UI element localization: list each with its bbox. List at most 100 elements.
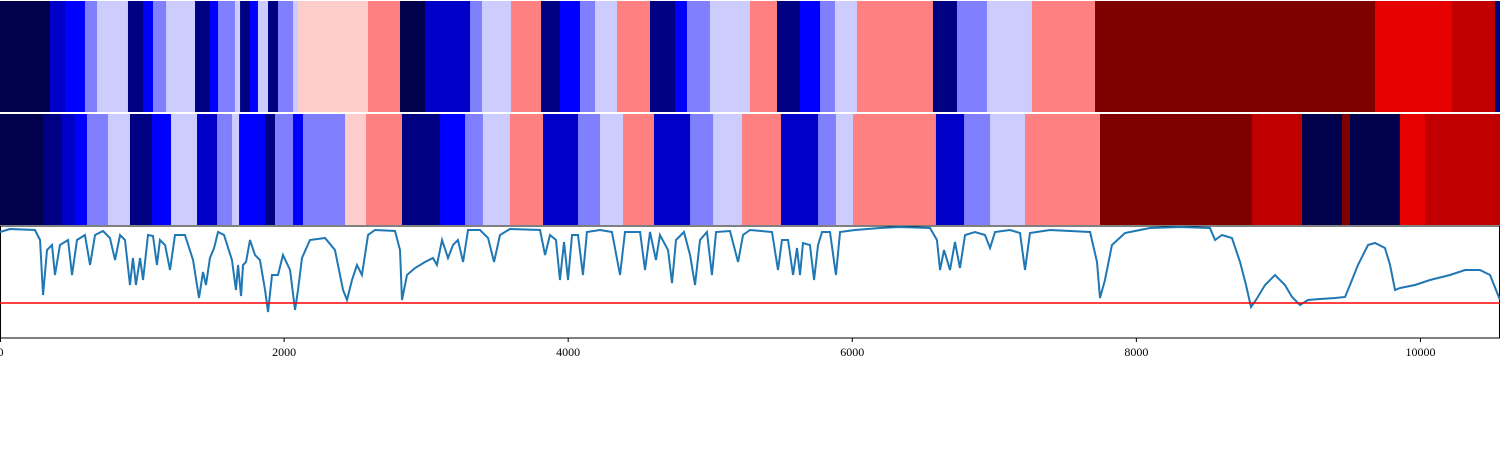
heat-cell [509, 114, 544, 225]
heat-cell [470, 1, 483, 112]
heat-cell [265, 114, 276, 225]
x-tick-label: 4000 [556, 345, 580, 359]
heat-cell [1425, 114, 1500, 225]
heat-cell [650, 1, 676, 112]
heat-cell [856, 1, 934, 112]
data-line [0, 225, 1500, 313]
heat-cell [617, 1, 651, 112]
heat-cell [143, 1, 154, 112]
heat-cell [298, 1, 369, 112]
heat-cell [275, 114, 294, 225]
heat-cell [257, 1, 269, 112]
heat-cell [579, 1, 596, 112]
heat-cell [0, 1, 51, 112]
heat-cell [465, 114, 484, 225]
heat-cell [127, 1, 144, 112]
heat-cell [1375, 1, 1453, 112]
x-tick-label: 8000 [1124, 345, 1148, 359]
heat-cell [482, 114, 511, 225]
heat-cell [986, 1, 1033, 112]
heat-cell [1350, 114, 1401, 225]
heat-cell [686, 1, 711, 112]
heat-cell [600, 114, 624, 225]
heat-cell [1495, 1, 1500, 112]
heat-cell [1251, 114, 1303, 225]
heat-cell [368, 1, 401, 112]
heat-cell [1100, 114, 1253, 225]
heat-cell [800, 1, 821, 112]
heat-cell [293, 114, 304, 225]
x-tick-label: 6000 [840, 345, 864, 359]
heat-cell [964, 114, 991, 225]
heat-cell [834, 1, 858, 112]
heat-cell [65, 1, 86, 112]
heat-cell [171, 114, 198, 225]
heat-cell [97, 1, 129, 112]
heat-cell [129, 114, 153, 225]
heat-cell [107, 114, 131, 225]
heat-cell [268, 1, 279, 112]
heat-cell [750, 1, 778, 112]
heat-cell [0, 114, 44, 225]
heat-cell [675, 1, 688, 112]
heat-cell [818, 114, 837, 225]
x-tick-label: 0 [0, 345, 4, 359]
heat-cell [742, 114, 782, 225]
plot-frame [0, 225, 1500, 339]
heat-cell [510, 1, 542, 112]
heat-cell [152, 1, 167, 112]
heat-cell [231, 114, 240, 225]
x-tick-label: 2000 [272, 345, 296, 359]
heat-cell [50, 1, 66, 112]
heat-cell [401, 114, 441, 225]
heat-cell [932, 1, 958, 112]
x-tick-label: 10000 [1405, 345, 1435, 359]
heat-cell [780, 114, 819, 225]
heat-cell [1095, 1, 1376, 112]
heat-cell [43, 114, 63, 225]
heat-cell [852, 114, 937, 225]
heat-cell [776, 1, 801, 112]
heat-cell [1301, 114, 1343, 225]
heat-cell [990, 114, 1026, 225]
heat-cell [690, 114, 714, 225]
heat-cell [481, 1, 512, 112]
heat-cell [543, 114, 579, 225]
heat-cell [197, 114, 218, 225]
heat-cell [84, 1, 98, 112]
heat-cell [935, 114, 965, 225]
heat-cell [293, 1, 299, 112]
heat-cell [234, 1, 241, 112]
heat-cell [86, 114, 109, 225]
heat-cell [166, 1, 196, 112]
heat-cell [400, 1, 426, 112]
heat-cell [345, 114, 367, 225]
heat-cell [1031, 1, 1096, 112]
heat-cell [577, 114, 601, 225]
heat-cell [541, 1, 561, 112]
heat-cell [218, 1, 236, 112]
heat-cell [623, 114, 655, 225]
heat-cell [1451, 1, 1496, 112]
heat-cell [250, 1, 259, 112]
heat-cell [277, 1, 294, 112]
heat-cell [217, 114, 233, 225]
heat-cell [653, 114, 691, 225]
heat-cell [302, 114, 346, 225]
heat-cell [75, 114, 88, 225]
heat-cell [61, 114, 76, 225]
heat-cell [709, 1, 751, 112]
heat-cell [713, 114, 743, 225]
heat-cell [195, 1, 211, 112]
heat-cell [425, 1, 471, 112]
heat-cell [559, 1, 581, 112]
heat-cell [440, 114, 466, 225]
heat-cell [1342, 114, 1351, 225]
heat-cell [209, 1, 219, 112]
heat-cell [1400, 114, 1426, 225]
heat-cell [956, 1, 988, 112]
heat-cell [239, 114, 266, 225]
heat-cell [835, 114, 854, 225]
heat-cell [240, 1, 251, 112]
